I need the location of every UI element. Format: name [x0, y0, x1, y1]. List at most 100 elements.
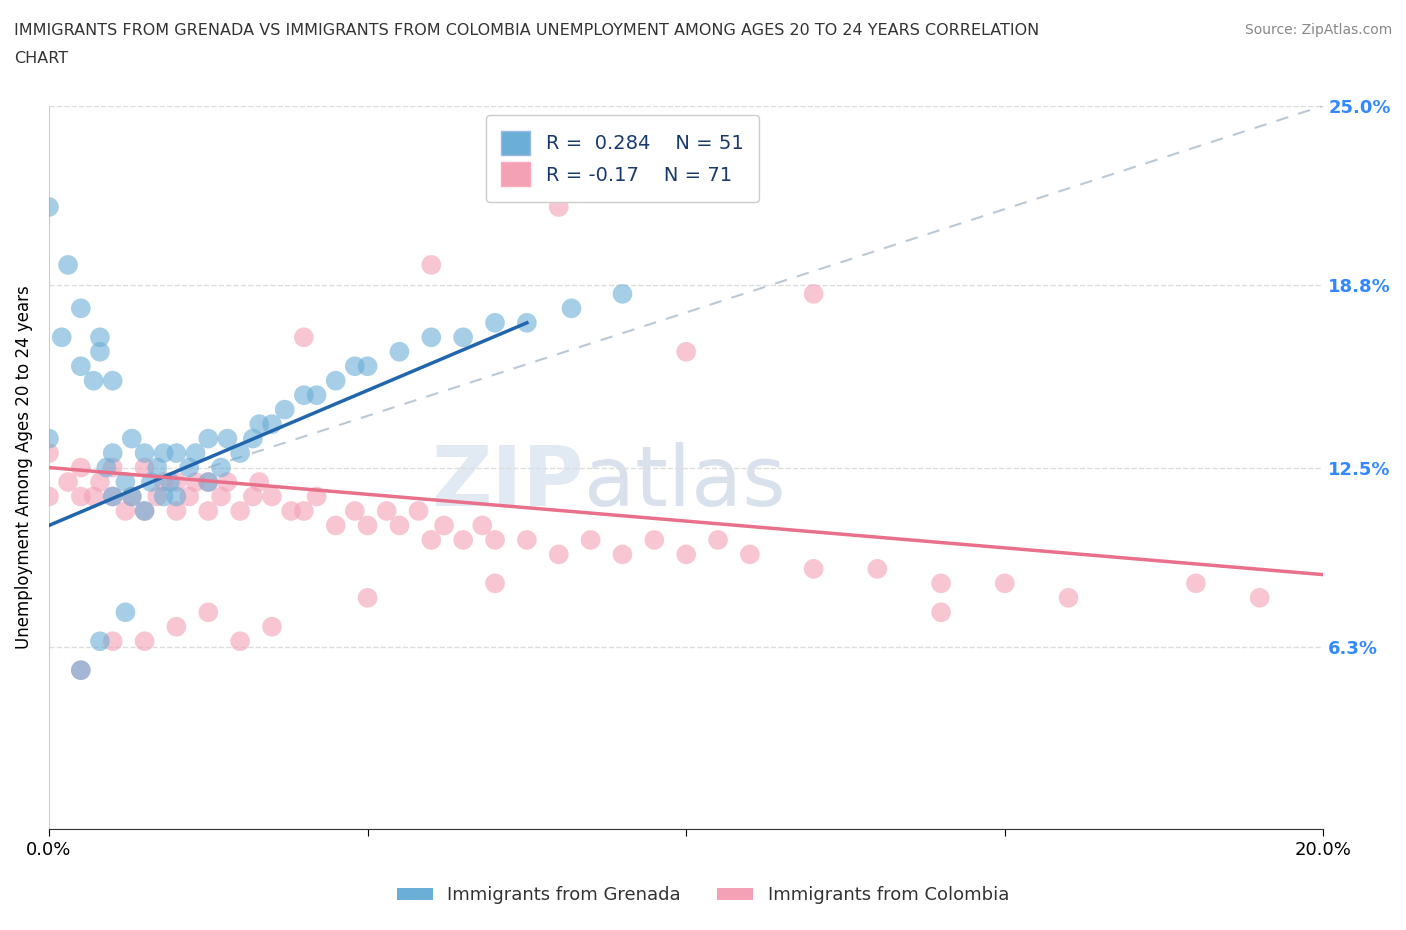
Point [197, 432, 219, 446]
Point [101, 445, 124, 460]
Point [343, 359, 366, 374]
Point [1057, 591, 1080, 605]
Point [165, 619, 187, 634]
Point [69, 301, 91, 316]
Point [165, 474, 187, 489]
Point [484, 576, 506, 591]
Point [675, 344, 697, 359]
Point [388, 344, 411, 359]
Point [356, 518, 378, 533]
Point [209, 460, 232, 475]
Point [96, 460, 118, 475]
Point [179, 489, 201, 504]
Point [292, 388, 315, 403]
Point [420, 258, 443, 272]
Point [69, 663, 91, 678]
Point [260, 619, 283, 634]
Point [292, 503, 315, 518]
Point [451, 533, 474, 548]
Point [134, 460, 156, 475]
Point [197, 474, 219, 489]
Point [260, 489, 283, 504]
Legend: Immigrants from Grenada, Immigrants from Colombia: Immigrants from Grenada, Immigrants from… [389, 879, 1017, 911]
Point [83, 373, 105, 388]
Point [69, 460, 91, 475]
Point [1249, 591, 1271, 605]
Point [197, 503, 219, 518]
Point [38, 432, 60, 446]
Point [579, 533, 602, 548]
Point [516, 315, 538, 330]
Point [408, 503, 430, 518]
Point [994, 576, 1017, 591]
Point [89, 344, 111, 359]
Point [134, 445, 156, 460]
Point [51, 330, 73, 345]
Point [707, 533, 730, 548]
Point [217, 432, 239, 446]
Point [89, 330, 111, 345]
Point [179, 460, 201, 475]
Point [89, 474, 111, 489]
Point [484, 533, 506, 548]
Point [325, 518, 347, 533]
Point [242, 489, 264, 504]
Point [375, 503, 398, 518]
Point [101, 373, 124, 388]
Point [292, 330, 315, 345]
Point [356, 591, 378, 605]
Point [343, 503, 366, 518]
Point [146, 460, 169, 475]
Point [152, 445, 174, 460]
Point [242, 432, 264, 446]
Point [139, 474, 162, 489]
Point [247, 417, 270, 432]
Point [56, 258, 79, 272]
Point [121, 432, 143, 446]
Point [165, 445, 187, 460]
Point [69, 663, 91, 678]
Point [159, 474, 181, 489]
Point [184, 445, 207, 460]
Point [612, 547, 634, 562]
Point [114, 604, 136, 619]
Point [229, 503, 252, 518]
Point [217, 474, 239, 489]
Point [165, 503, 187, 518]
Point [433, 518, 456, 533]
Point [484, 315, 506, 330]
Point [274, 402, 297, 417]
Point [165, 489, 187, 504]
Point [260, 417, 283, 432]
Point [356, 359, 378, 374]
Point [325, 373, 347, 388]
Point [643, 533, 665, 548]
Point [134, 503, 156, 518]
Point [280, 503, 302, 518]
Point [547, 200, 569, 215]
Point [114, 503, 136, 518]
Point [675, 547, 697, 562]
Point [247, 474, 270, 489]
Point [38, 445, 60, 460]
Point [560, 301, 582, 316]
Point [516, 533, 538, 548]
Point [101, 489, 124, 504]
Text: ZIP: ZIP [432, 442, 585, 523]
Point [114, 474, 136, 489]
Point [101, 489, 124, 504]
Point [229, 445, 252, 460]
Text: IMMIGRANTS FROM GRENADA VS IMMIGRANTS FROM COLOMBIA UNEMPLOYMENT AMONG AGES 20 T: IMMIGRANTS FROM GRENADA VS IMMIGRANTS FR… [14, 23, 1039, 38]
Point [451, 330, 474, 345]
Point [121, 489, 143, 504]
Text: Source: ZipAtlas.com: Source: ZipAtlas.com [1244, 23, 1392, 37]
Point [197, 474, 219, 489]
Point [38, 200, 60, 215]
Point [134, 633, 156, 648]
Text: CHART: CHART [14, 51, 67, 66]
Point [209, 489, 232, 504]
Point [83, 489, 105, 504]
Point [101, 633, 124, 648]
Point [866, 562, 889, 577]
Point [420, 330, 443, 345]
